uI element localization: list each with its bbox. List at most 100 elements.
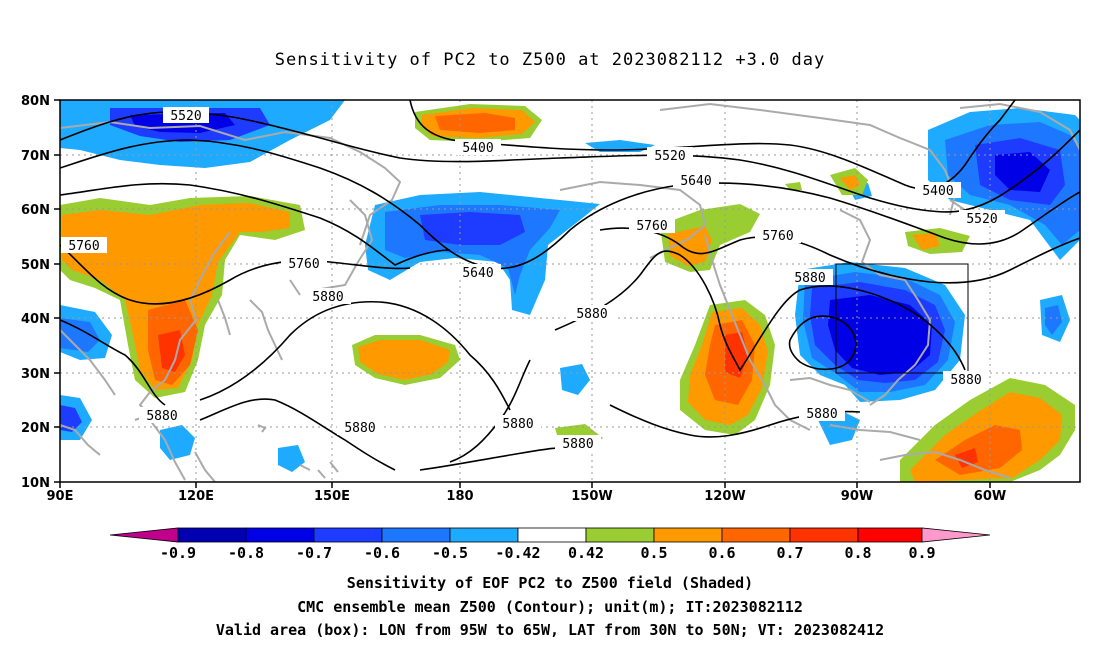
orange-region-nwamerica <box>668 226 712 266</box>
orange-region-labrador <box>840 175 860 190</box>
lat-label: 20N <box>21 421 50 436</box>
contour-5880-e <box>419 315 857 471</box>
lon-label: 60W <box>974 489 1006 504</box>
lon-label: 120W <box>704 489 745 504</box>
blue-region-southwest-core <box>60 405 82 432</box>
colorbar-cell <box>585 527 655 543</box>
contour-label: 5880 <box>146 409 177 424</box>
coastline-na-west <box>704 234 811 431</box>
contour-5760-b <box>599 227 1080 284</box>
darkorange-region-bering <box>435 113 515 133</box>
axis-labels: 90E 120E 150E 180 150W 120W 90W 60W 80N … <box>21 94 1006 504</box>
contour-label: 5880 <box>794 271 825 286</box>
colorbar-label: -0.9 <box>160 544 196 562</box>
contour-label: 5760 <box>762 229 793 244</box>
colorbar-cell <box>313 527 383 543</box>
darkorange-region-subtrop-atl <box>935 425 1022 475</box>
coastline-na-arctic <box>659 102 957 216</box>
colorbar-cell <box>381 527 451 543</box>
colorbar-cell <box>177 527 247 543</box>
coastline-hudson <box>839 209 906 281</box>
contour-label: 5880 <box>502 417 533 432</box>
coastline-asia-east <box>134 231 231 421</box>
contour-label: 5880 <box>950 373 981 388</box>
orange-region-greenland <box>912 233 940 250</box>
colorbar-cell <box>517 527 587 543</box>
contour-label: 5880 <box>562 437 593 452</box>
colorbar-cell <box>245 527 315 543</box>
coastline-islands <box>257 424 339 479</box>
orange-region-china <box>62 203 290 390</box>
blue-region-pacific-inner <box>420 212 525 245</box>
chart-title: Sensitivity of PC2 to Z500 at 2023082112… <box>274 50 826 70</box>
blue-region-small-1 <box>160 425 195 460</box>
colorbar-label: 0.6 <box>708 544 735 562</box>
orange-region-westpac <box>358 340 450 380</box>
colorbar-cell <box>653 527 723 543</box>
tick-marks <box>54 99 991 488</box>
contour-5640 <box>60 139 1080 270</box>
contour-label: 5640 <box>680 174 711 189</box>
coastline-kamchatka <box>314 199 374 291</box>
colorbar-cell <box>857 527 923 543</box>
lat-label: 40N <box>21 312 50 327</box>
colorbar-label: 0.8 <box>844 544 871 562</box>
blue-region-small-3 <box>560 364 590 395</box>
lat-label: 30N <box>21 367 50 382</box>
sensitivity-map: 5520 5400 5520 5640 5400 5520 5760 5760 … <box>21 94 1081 562</box>
valid-area-box <box>835 263 969 374</box>
red-region-subtrop-atl <box>955 448 978 468</box>
coastline-indochina <box>149 419 216 482</box>
gridlines <box>60 100 1080 482</box>
contour-5880-b <box>554 250 966 372</box>
contour-label: 5640 <box>462 266 493 281</box>
colorbar-label: 0.42 <box>568 544 604 562</box>
green-region-small-2 <box>785 182 802 190</box>
lat-label: 50N <box>21 258 50 273</box>
contour-label: 5520 <box>966 212 997 227</box>
colorbar-label: 0.5 <box>640 544 667 562</box>
contour-label: 5880 <box>344 421 375 436</box>
lon-label: 90W <box>841 489 873 504</box>
colorbar-label: 0.9 <box>908 544 935 562</box>
colorbar-labels: -0.9 -0.8 -0.7 -0.6 -0.5 -0.42 0.42 0.5 … <box>160 544 936 562</box>
contour-label: 5760 <box>68 239 99 254</box>
coastline-south-america <box>879 450 1011 479</box>
contour-label: 5880 <box>312 290 343 305</box>
lon-label: 150E <box>314 489 350 504</box>
coastline-asia-north <box>60 120 402 246</box>
colorbar-label: -0.6 <box>364 544 400 562</box>
contour-5880-d <box>199 398 396 471</box>
colorbar-label: 0.7 <box>776 544 803 562</box>
colorbar-cell <box>721 527 791 543</box>
colorbar-cell <box>921 527 991 543</box>
colorbar-cell <box>449 527 519 543</box>
caption-contour: CMC ensemble mean Z500 (Contour); unit(m… <box>297 598 803 616</box>
colorbar-label: -0.8 <box>228 544 264 562</box>
contour-label: 5880 <box>576 307 607 322</box>
lat-label: 60N <box>21 203 50 218</box>
contour-label: 5880 <box>806 407 837 422</box>
lon-label: 90E <box>47 489 74 504</box>
coastline-alaska <box>559 180 707 259</box>
blue-region-atlantic-inner <box>995 152 1050 192</box>
contour-5520-north <box>60 111 1080 213</box>
plot-frame <box>59 99 1081 483</box>
colorbar-label: -0.42 <box>495 544 540 562</box>
lon-label: 120E <box>178 489 214 504</box>
caption-shading: Sensitivity of EOF PC2 to Z500 field (Sh… <box>346 574 754 592</box>
blue-region-west-core <box>60 318 100 352</box>
blue-region-eastatlantic-core <box>1045 305 1062 335</box>
coastline-na-east <box>869 279 932 406</box>
contour-label: 5760 <box>636 219 667 234</box>
coastline-korea-japan <box>217 279 301 361</box>
colorbar-label: -0.5 <box>432 544 468 562</box>
blue-region-small-2 <box>278 445 305 472</box>
contour-label: 5520 <box>654 149 685 164</box>
contour-label: 5760 <box>288 257 319 272</box>
contour-5760-a <box>60 182 451 305</box>
colorbar <box>109 527 991 543</box>
lat-label: 80N <box>21 94 50 109</box>
contour-5880-c <box>449 359 861 463</box>
contour-label: 5400 <box>922 184 953 199</box>
